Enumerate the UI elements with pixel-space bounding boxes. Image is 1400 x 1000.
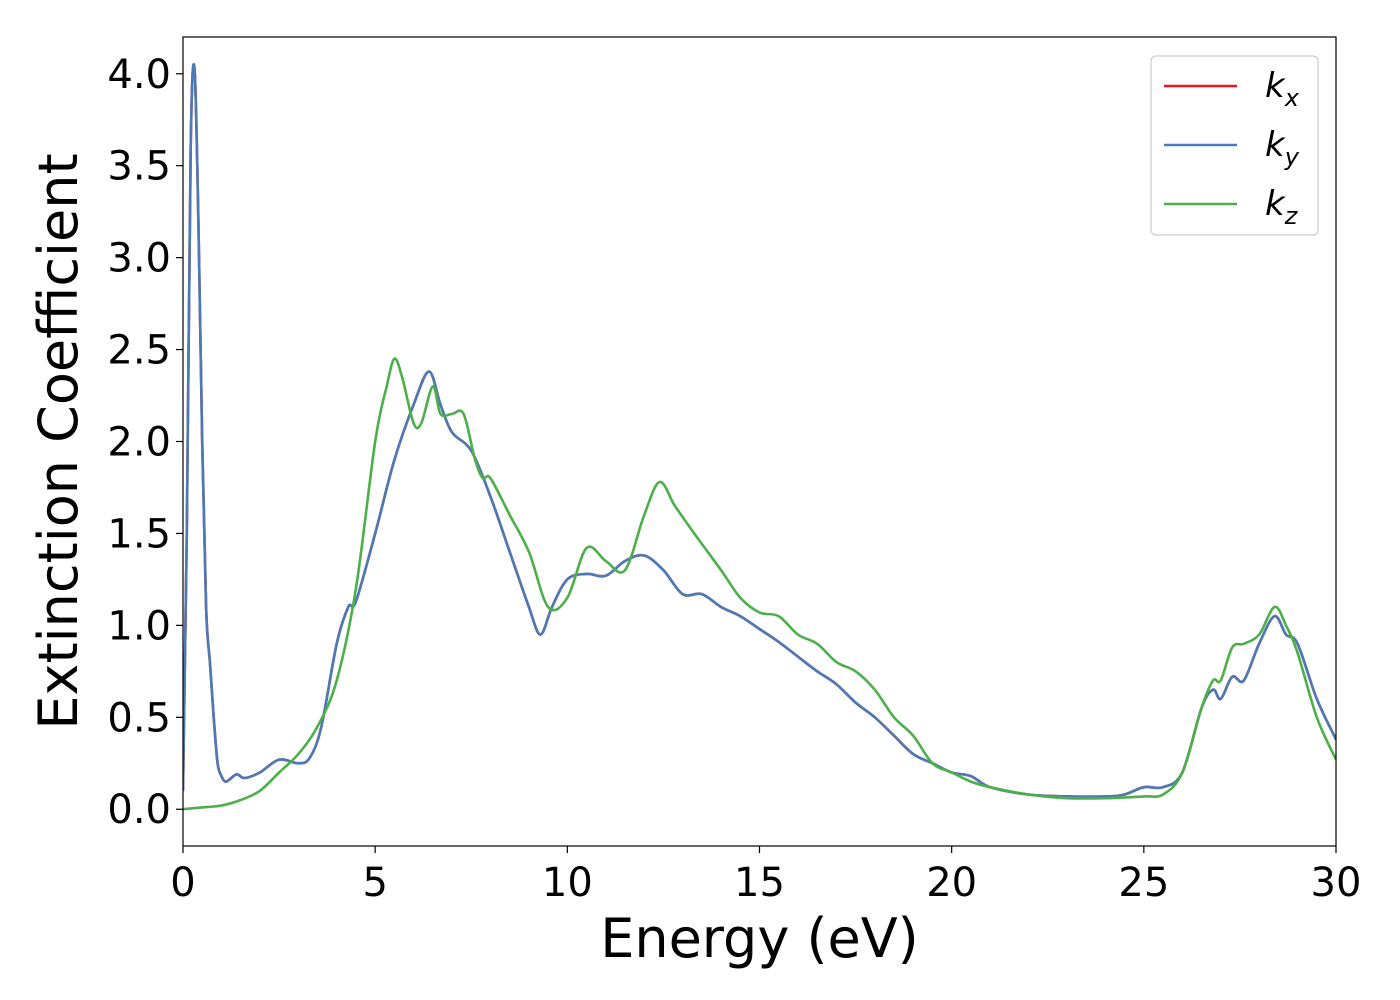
y-tick-label: 1.0: [107, 603, 171, 649]
x-axis-label: Energy (eV): [600, 907, 919, 970]
y-axis-label: Extinction Coefficient: [27, 153, 90, 729]
x-axis-ticks: 0 5 10 15 20 25 30: [170, 846, 1361, 906]
legend: kx ky kz: [1150, 55, 1319, 236]
x-tick-label: 20: [926, 860, 977, 906]
x-tick-label: 30: [1311, 860, 1362, 906]
series-layer: [183, 63, 1336, 811]
x-tick-label: 0: [170, 860, 195, 906]
y-axis-ticks: 0.0 0.5 1.0 1.5 2.0 2.5 3.0 3.5 4.0: [107, 52, 183, 833]
x-tick-label: 25: [1118, 860, 1169, 906]
y-tick-label: 3.0: [107, 236, 171, 282]
y-tick-label: 2.0: [107, 420, 171, 466]
y-tick-label: 0.0: [107, 787, 171, 833]
y-tick-label: 0.5: [107, 695, 171, 741]
y-tick-label: 1.5: [107, 511, 171, 557]
x-tick-label: 10: [542, 860, 593, 906]
y-tick-label: 2.5: [107, 328, 171, 374]
y-tick-label: 4.0: [107, 52, 171, 98]
x-tick-label: 5: [362, 860, 387, 906]
y-tick-label: 3.5: [107, 144, 171, 190]
x-tick-label: 15: [734, 860, 785, 906]
legend-label-kz: kz: [1265, 184, 1299, 230]
series-line-ky: [183, 63, 1336, 798]
legend-label-ky: ky: [1265, 125, 1300, 171]
series-line-kz: [183, 357, 1336, 811]
legend-label-kx: kx: [1265, 66, 1300, 112]
